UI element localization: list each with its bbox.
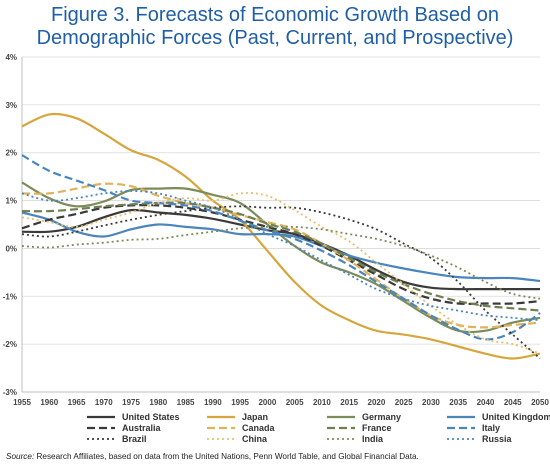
legend-swatch [87, 438, 115, 440]
legend-label: Australia [122, 423, 161, 433]
x-tick-label: 2010 [313, 398, 331, 407]
legend-swatch [87, 415, 115, 419]
series-line-italy [21, 154, 541, 341]
x-tick-label: 2040 [477, 398, 495, 407]
x-tick-label: 2020 [368, 398, 386, 407]
series-line-brazil [21, 205, 541, 360]
legend-label: United Kingdom [482, 412, 550, 422]
legend-label: Germany [362, 412, 402, 422]
y-tick-label: 1% [5, 197, 17, 206]
legend-swatch [327, 426, 355, 430]
x-tick-label: 1980 [149, 398, 167, 407]
x-tick-label: 1965 [68, 398, 86, 407]
legend-swatch [447, 426, 475, 430]
source-text: Research Affiliates, based on data from … [34, 452, 419, 461]
y-tick-label: 0% [5, 244, 17, 253]
x-tick-label: 1975 [122, 398, 140, 407]
chart-legend: United States Japan Germany United Kingdom A… [0, 412, 550, 446]
legend-swatch [447, 438, 475, 440]
x-tick-label: 1970 [95, 398, 113, 407]
legend-swatch [327, 415, 355, 419]
source-note: Source: Research Affiliates, based on da… [6, 452, 546, 461]
legend-swatch [447, 415, 475, 419]
chart-title-line-2: Demographic Forces (Past, Current, and P… [36, 27, 514, 49]
series-line-canada [21, 182, 541, 329]
x-tick-label: 2050 [531, 398, 549, 407]
legend-swatch [327, 438, 355, 440]
series-line-russia [21, 190, 541, 322]
source-label: Source: [6, 452, 35, 461]
series-line-united-kingdom [21, 211, 541, 283]
x-tick-label: 2045 [504, 398, 522, 407]
y-tick-label: -3% [3, 388, 17, 397]
x-tick-label: 2015 [340, 398, 358, 407]
legend-label: India [362, 434, 384, 444]
series-line-india [21, 225, 541, 300]
x-tick-label: 2025 [395, 398, 413, 407]
x-tick-label: 1960 [40, 398, 58, 407]
legend-label: France [362, 423, 392, 433]
series-line-germany [21, 181, 541, 334]
legend-swatch [87, 426, 115, 430]
legend-label: Russia [482, 434, 512, 444]
legend-swatch [207, 438, 235, 440]
legend-swatch [207, 415, 235, 419]
y-tick-label: 3% [5, 101, 17, 110]
legend-label: Brazil [122, 434, 147, 444]
x-tick-label: 1995 [231, 398, 249, 407]
series-line-japan [21, 112, 541, 360]
chart-title: Figure 3. Forecasts of Economic Growth B… [0, 4, 550, 50]
x-tick-label: 1990 [204, 398, 222, 407]
series-line-france [21, 201, 541, 312]
series-line-australia [21, 204, 541, 305]
legend-label: United States [122, 412, 180, 422]
y-tick-label: 2% [5, 149, 17, 158]
x-tick-label: 2030 [422, 398, 440, 407]
legend-label: Canada [242, 423, 275, 433]
y-tick-label: 4% [5, 53, 17, 62]
x-tick-label: 2005 [286, 398, 304, 407]
legend-label: China [242, 434, 268, 444]
legend-label: Japan [242, 412, 269, 422]
series-line-united-states [21, 208, 540, 291]
chart-title-line-1: Figure 3. Forecasts of Economic Growth B… [51, 4, 499, 26]
x-tick-label: 2000 [258, 398, 276, 407]
y-tick-label: -2% [3, 340, 17, 349]
x-tick-label: 1955 [13, 398, 31, 407]
x-tick-label: 2035 [449, 398, 467, 407]
x-tick-label: 1985 [177, 398, 195, 407]
series-line-china [21, 192, 541, 355]
y-tick-label: -1% [3, 292, 17, 301]
legend-swatch [207, 426, 235, 430]
legend-label: Italy [482, 423, 501, 433]
